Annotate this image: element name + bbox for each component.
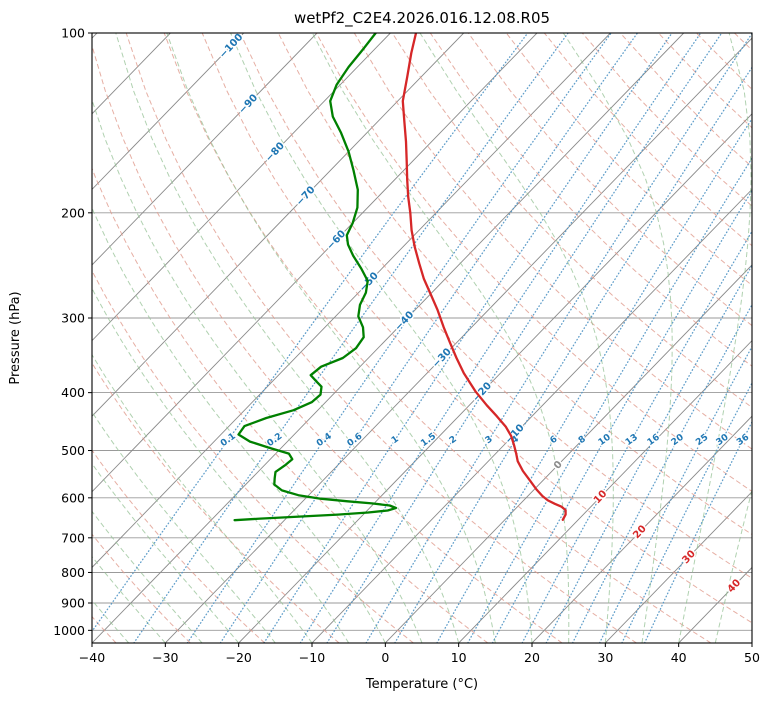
dry-adiabat-lines	[92, 33, 752, 643]
dry-adiabat-line	[92, 533, 191, 643]
mixing-ratio-line	[621, 381, 752, 643]
isotherm-line	[92, 33, 611, 569]
moist-adiabat-line	[419, 33, 614, 643]
x-tick-label: 10	[451, 650, 467, 665]
moist-adiabat-line	[92, 555, 166, 643]
isotherm-line	[311, 188, 752, 643]
mixing-ratio-line	[326, 33, 723, 643]
dry-adiabat-line	[353, 33, 752, 450]
temperature-curve	[401, 33, 567, 521]
y-tick-label: 500	[61, 443, 85, 458]
isotherm-line	[604, 491, 752, 643]
isotherm-line	[458, 339, 752, 643]
axis-ticks	[88, 32, 753, 647]
axis-tick-labels: −40 −30 −20 −10 0 10 20 30 40 50 100 200 300 400 500 60…	[53, 26, 760, 666]
sounding-profiles	[233, 33, 567, 522]
y-tick-label: 700	[61, 530, 85, 545]
mixing-ratio-line	[491, 189, 752, 643]
dry-adiabat-line	[92, 362, 340, 643]
isotherm-line	[384, 264, 752, 643]
x-tick-label: −40	[79, 650, 105, 665]
moist-adiabat-line	[166, 33, 496, 643]
mixing-ratio-lines	[92, 33, 752, 643]
dry-adiabat-line	[391, 33, 752, 409]
dry-adiabat-line	[92, 44, 563, 643]
chart-title: wetPf2_C2E4.2026.016.12.08.R05	[294, 9, 550, 28]
x-tick-label: 40	[671, 650, 687, 665]
dewpoint-curve	[233, 33, 398, 522]
moist-adiabat-line	[92, 287, 350, 643]
dry-adiabat-line	[163, 33, 712, 643]
dry-adiabat-line	[239, 33, 752, 579]
mixing-ratio-line	[186, 33, 612, 643]
mixing-ratio-line	[92, 33, 529, 633]
mixing-ratio-line	[521, 230, 752, 643]
mixing-ratio-line	[219, 33, 639, 643]
moist-adiabat-line	[92, 353, 313, 643]
x-tick-label: −30	[152, 650, 178, 665]
y-tick-label: 800	[61, 565, 85, 580]
y-tick-label: 600	[61, 490, 85, 505]
y-tick-label: 1000	[53, 623, 85, 638]
moist-adiabat-line	[115, 33, 460, 643]
dry-adiabat-line	[467, 33, 752, 327]
moist-adiabat-line	[562, 33, 673, 643]
isotherm-line	[92, 33, 538, 493]
moist-adiabat-line	[714, 487, 752, 643]
moist-adiabat-line	[92, 98, 423, 643]
x-tick-label: 50	[744, 650, 760, 665]
dry-adiabat-line	[125, 33, 637, 643]
mixing-ratio-line	[299, 33, 702, 643]
plot-border	[91, 32, 753, 644]
moist-adiabat-line	[92, 411, 276, 643]
moist-adiabat-line	[230, 33, 533, 643]
y-tick-label: 100	[61, 26, 85, 41]
x-tick-label: 20	[524, 650, 540, 665]
mixing-ratio-line	[436, 117, 752, 643]
mixing-ratio-line	[598, 345, 752, 643]
isotherm-line	[92, 33, 245, 191]
mixing-ratio-line	[394, 66, 752, 643]
dry-adiabat-line	[315, 33, 752, 492]
y-axis-label: Pressure (hPa)	[8, 291, 23, 384]
x-tick-label: 0	[381, 650, 389, 665]
dry-adiabat-line	[277, 33, 752, 536]
dry-adiabat-line	[201, 33, 752, 624]
x-tick-label: 30	[597, 650, 613, 665]
mixing-ratio-line	[545, 264, 752, 643]
isotherm-line	[238, 113, 752, 643]
isotherm-line	[92, 33, 465, 417]
x-tick-label: −20	[225, 650, 251, 665]
y-tick-label: 900	[61, 596, 85, 611]
mixing-ratio-line	[263, 33, 673, 643]
moist-adiabat-line	[92, 206, 386, 643]
y-tick-label: 200	[61, 205, 85, 220]
mixing-ratio-line	[643, 420, 752, 643]
dry-adiabat-line	[92, 269, 414, 643]
moist-adiabat-line	[92, 462, 240, 643]
y-tick-label: 300	[61, 311, 85, 326]
isotherm-line	[164, 37, 752, 643]
y-tick-label: 400	[61, 385, 85, 400]
mixing-ratio-line	[133, 33, 569, 643]
moist-adiabat-line	[92, 510, 203, 643]
mixing-ratio-line	[467, 156, 752, 643]
mixing-ratio-line	[571, 303, 752, 643]
x-tick-label: −10	[299, 650, 325, 665]
isotherm-line	[531, 415, 752, 643]
isotherm-line	[92, 33, 318, 266]
x-axis-label: Temperature (°C)	[365, 677, 478, 692]
